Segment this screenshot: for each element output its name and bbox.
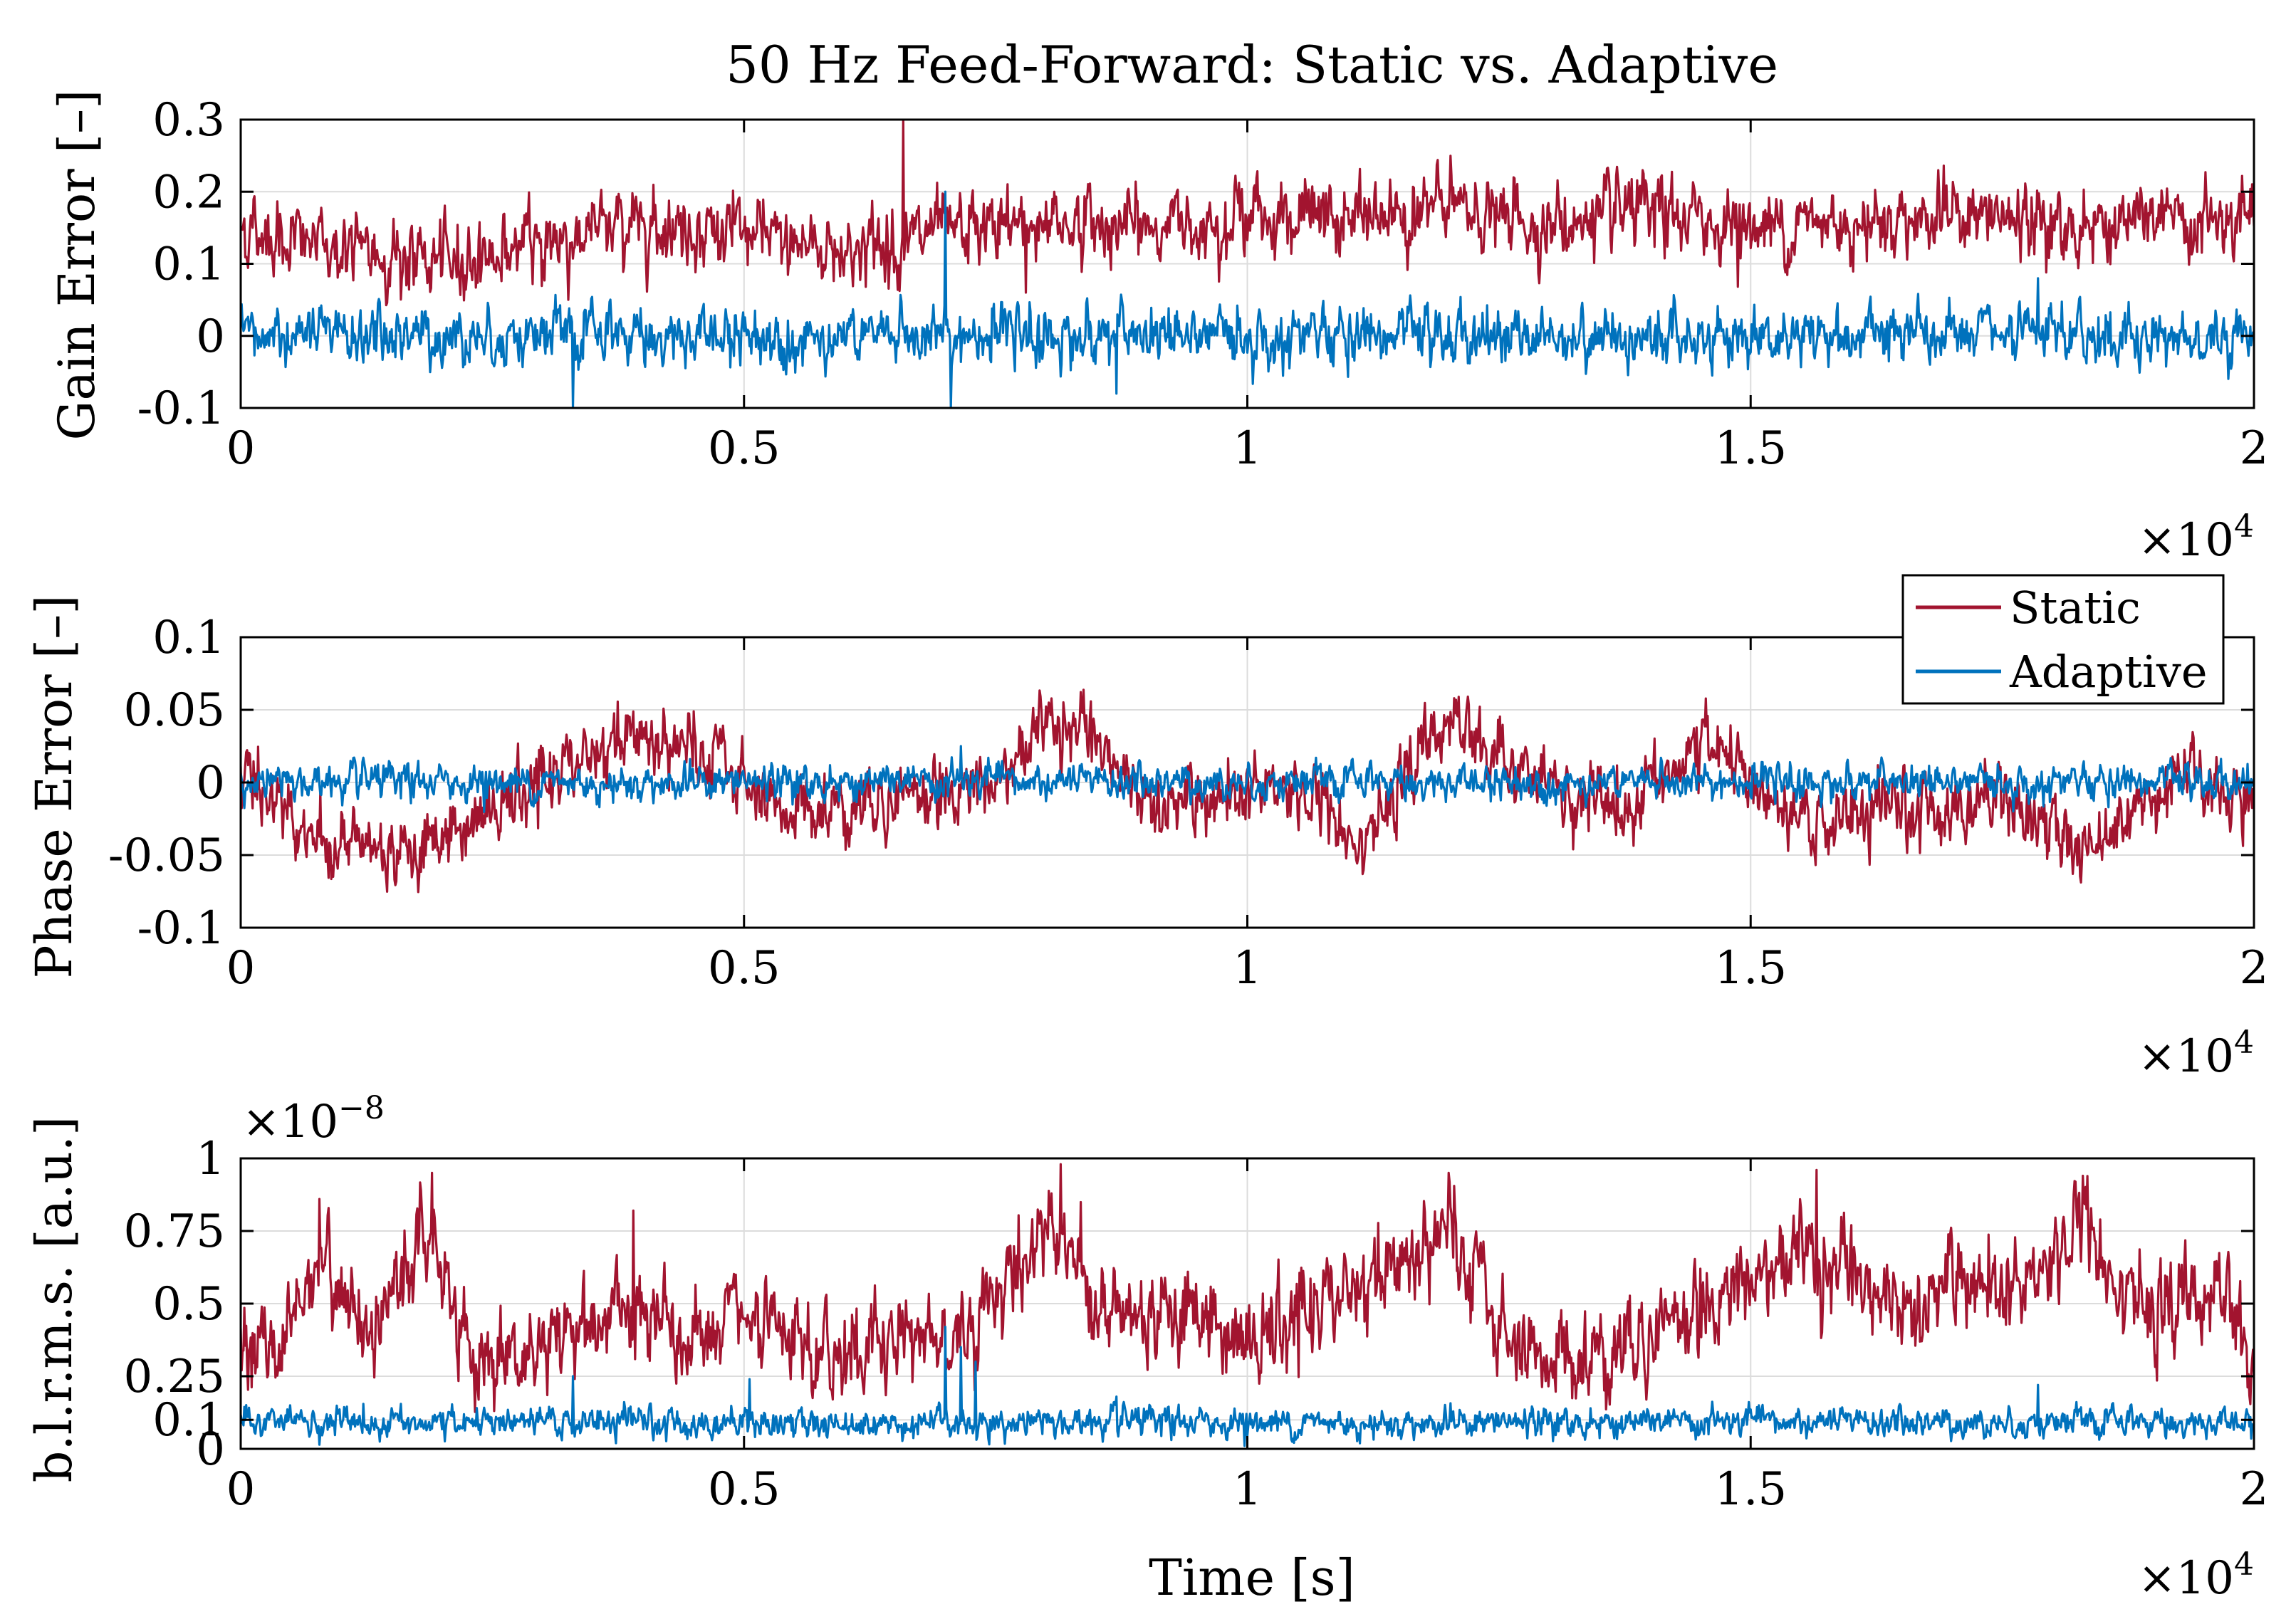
- gain-x-tick-label-2: 1: [1233, 422, 1262, 475]
- gain-y-tick-label-3: 0.2: [152, 166, 225, 219]
- phase-y-tick-label-1: -0.05: [108, 829, 225, 882]
- phase-x-tick-label-1: 0.5: [708, 942, 781, 995]
- phase-x-tick-label-2: 1: [1233, 942, 1262, 995]
- phase-error-panel: Phase Error [–] 0 0.5 1 1.5 2 -0.1 -0.05 0 0.05 0…: [25, 594, 2268, 995]
- phase-x-tick-label-3: 1.5: [1714, 942, 1787, 995]
- gain-y-tick-label-0: -0.1: [137, 382, 225, 435]
- phase-x-exponent: ×104: [2138, 1025, 2254, 1083]
- blrms-y-exponent: ×10−8: [242, 1090, 385, 1148]
- blrms-adaptive-line: [241, 1326, 2254, 1447]
- blrms-x-tick-label-0: 0: [226, 1463, 256, 1516]
- blrms-y-label: b.l.r.m.s. [a.u.]: [25, 1116, 83, 1483]
- blrms-x-tick-label-4: 2: [2240, 1463, 2269, 1516]
- legend-static-label: Static: [2010, 582, 2141, 634]
- gain-error-panel: Gain Error [–] 0 0.5 1 1.5 2-0.100.10.20.3: [48, 90, 2268, 475]
- gain-y-tick-label-4: 0.3: [152, 94, 225, 147]
- legend: Static Adaptive: [1901, 574, 2225, 705]
- legend-box: [1901, 574, 2225, 705]
- gain-y-tick-label-1: 0: [196, 310, 225, 363]
- blrms-y-tick-label-4: 0.75: [124, 1205, 226, 1258]
- blrms-y-tick-label-3: 0.5: [152, 1278, 225, 1331]
- legend-adaptive-label: Adaptive: [2009, 646, 2208, 698]
- chart-title: 50 Hz Feed-Forward: Static vs. Adaptive: [726, 35, 1778, 95]
- gain-x-tick-label-0: 0: [226, 422, 256, 475]
- gain-x-tick-label-3: 1.5: [1714, 422, 1787, 475]
- blrms-x-tick-label-3: 1.5: [1714, 1463, 1787, 1516]
- blrms-x-exponent: ×104: [2138, 1546, 2254, 1605]
- phase-y-tick-label-0: -0.1: [137, 902, 225, 955]
- blrms-y-tick-label-5: 1: [196, 1133, 225, 1185]
- phase-y-tick-label-4: 0.1: [152, 612, 225, 664]
- blrms-y-tick-label-2: 0.25: [124, 1351, 226, 1403]
- blrms-x-tick-label-1: 0.5: [708, 1463, 781, 1516]
- gain-error-y-label: Gain Error [–]: [48, 90, 106, 441]
- blrms-panel: b.l.r.m.s. [a.u.] 0 0.5 1 1.5 2 00.10.25 0.5 0.…: [25, 1116, 2268, 1516]
- blrms-y-tick-label-1: 0.1: [152, 1394, 225, 1447]
- gain-x-tick-label-4: 2: [2240, 422, 2269, 475]
- phase-x-tick-label-4: 2: [2240, 942, 2269, 995]
- blrms-y-tick-label-0: 0: [196, 1423, 225, 1476]
- phase-adaptive-line: [241, 745, 2254, 813]
- gain-x-tick-label-1: 0.5: [708, 422, 781, 475]
- gain-y-tick-label-2: 0.1: [152, 239, 225, 291]
- blrms-x-tick-label-2: 1: [1233, 1463, 1262, 1516]
- gain-adaptive-line: [241, 190, 2254, 408]
- phase-error-y-label: Phase Error [–]: [25, 594, 83, 978]
- gain-x-exponent: ×104: [2138, 508, 2254, 567]
- phase-x-tick-label-0: 0: [226, 942, 256, 995]
- gain-static-line: [241, 120, 2254, 307]
- blrms-static-line: [241, 1163, 2254, 1413]
- x-axis-label: Time [s]: [1149, 1549, 1355, 1607]
- phase-y-tick-label-2: 0: [196, 757, 225, 810]
- phase-y-tick-label-3: 0.05: [124, 684, 226, 737]
